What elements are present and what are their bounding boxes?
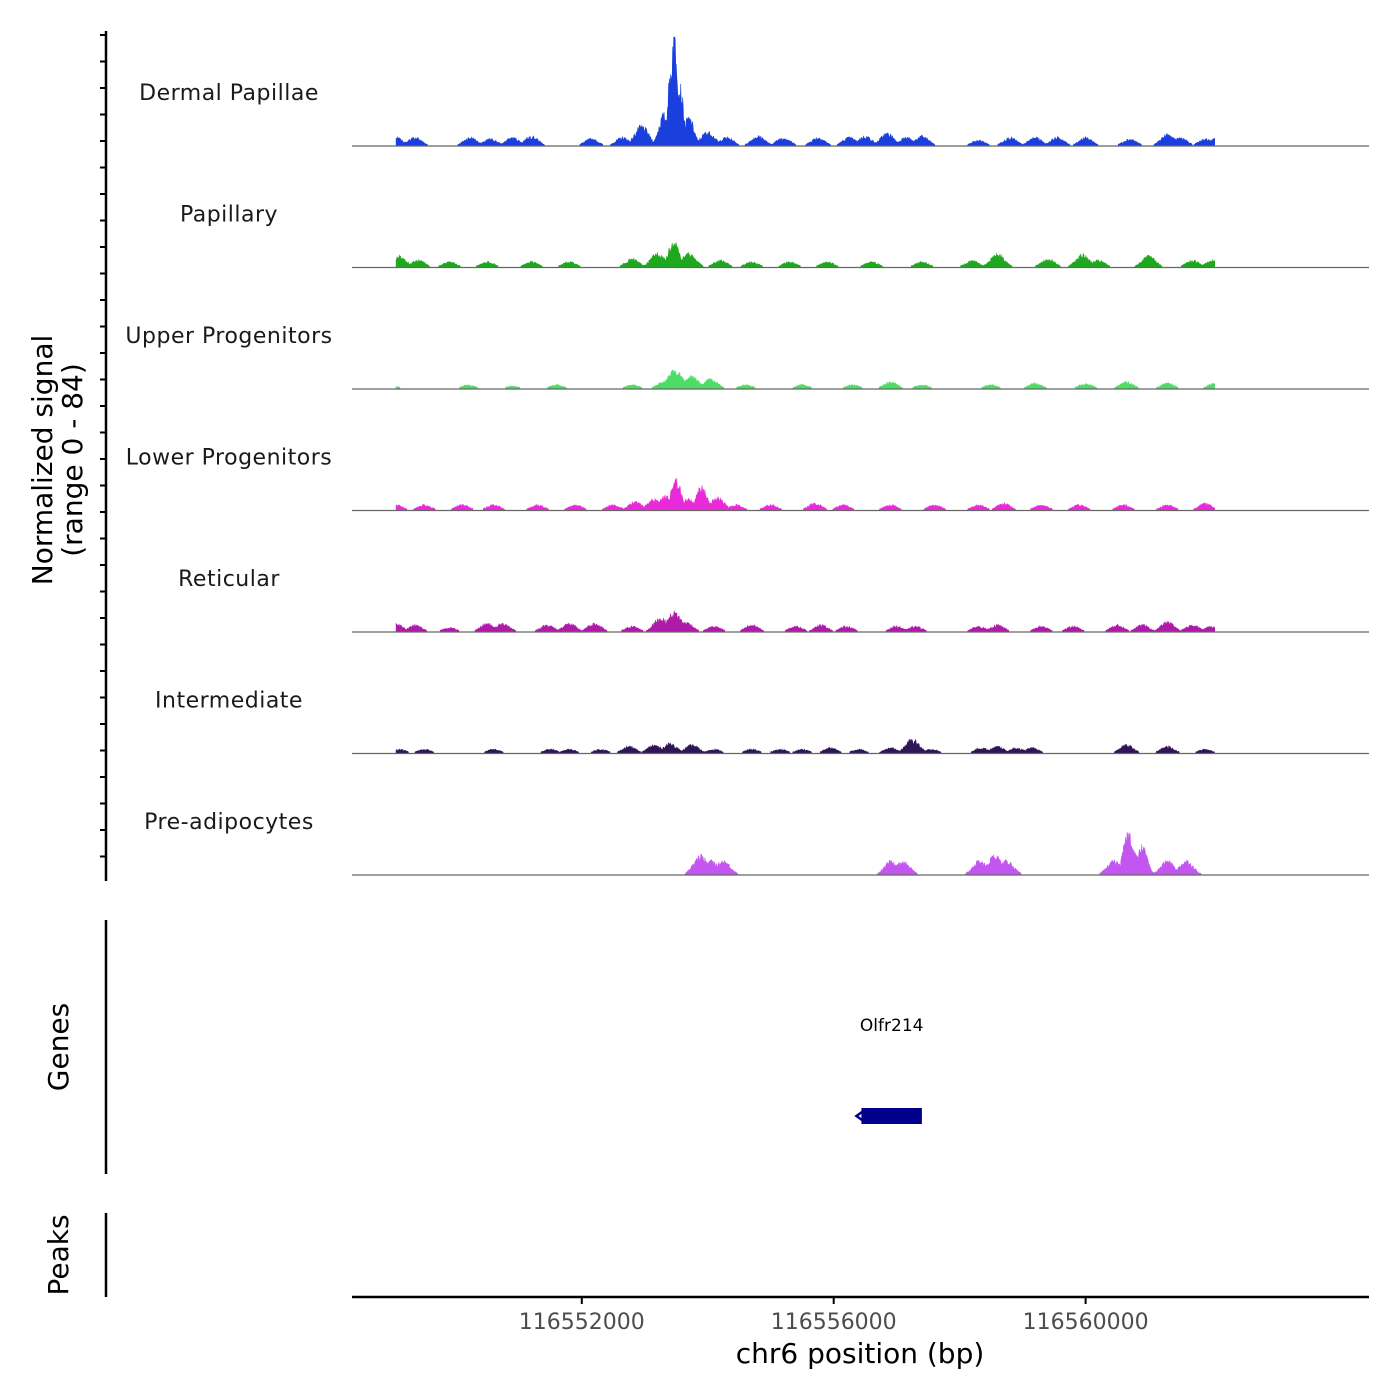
track-reticular: Reticular <box>178 567 1369 634</box>
gene-track: Olfr214 <box>854 1016 924 1124</box>
track-label: Lower Progenitors <box>126 446 332 471</box>
gene-body <box>861 1108 922 1124</box>
x-axis-ticks: 116552000 116556000 116560000 <box>519 1297 1149 1335</box>
track-label: Pre-adipocytes <box>144 810 314 835</box>
x-tick-label: 116560000 <box>1023 1310 1149 1335</box>
signal-y-axis <box>100 31 108 881</box>
track-label: Reticular <box>178 567 280 592</box>
signal-area <box>395 36 1215 148</box>
track-intermediate: Intermediate <box>155 689 1369 755</box>
track-upper-progenitors: Upper Progenitors <box>125 324 1369 390</box>
genes-track-label: Genes <box>42 1003 75 1091</box>
signal-area <box>395 477 1215 511</box>
signal-area <box>395 369 1215 390</box>
signal-area <box>396 832 1215 876</box>
track-label: Dermal Papillae <box>139 81 319 106</box>
track-label: Intermediate <box>155 689 303 714</box>
signal-area <box>395 610 1215 634</box>
x-tick-label: 116556000 <box>771 1310 897 1335</box>
x-tick-label: 116552000 <box>519 1310 645 1335</box>
y-axis-label-line2: (range 0 - 84) <box>56 363 89 557</box>
track-pre-adipocytes: Pre-adipocytes <box>144 810 1369 876</box>
signal-area <box>395 738 1216 755</box>
gene-label: Olfr214 <box>860 1016 924 1036</box>
y-axis-label-line1: Normalized signal <box>26 335 59 586</box>
signal-tracks: Dermal Papillae Papillary Upper Progenitor… <box>125 36 1369 876</box>
track-label: Upper Progenitors <box>125 324 332 349</box>
track-dermal-papillae: Dermal Papillae <box>139 36 1369 148</box>
gene-olfr214: Olfr214 <box>854 1016 924 1124</box>
x-axis-label: chr6 position (bp) <box>736 1337 985 1370</box>
track-papillary: Papillary <box>180 203 1369 269</box>
peaks-track-label: Peaks <box>42 1214 75 1295</box>
gene-strand-arrow-icon <box>854 1109 865 1123</box>
track-label: Papillary <box>180 203 278 228</box>
track-lower-progenitors: Lower Progenitors <box>126 446 1369 512</box>
signal-area <box>395 242 1215 268</box>
